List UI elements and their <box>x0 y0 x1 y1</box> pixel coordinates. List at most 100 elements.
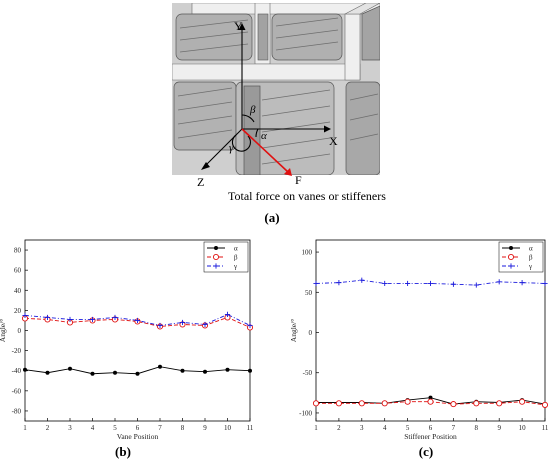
x-tick-label: 11 <box>542 424 549 432</box>
x-axis-title: Stiffener Position <box>404 432 457 441</box>
data-point <box>404 398 411 405</box>
upper-stiffener <box>257 13 269 61</box>
data-point <box>89 316 96 323</box>
data-point <box>359 277 365 283</box>
y-axis-title: Angle/° <box>289 319 298 342</box>
data-point <box>473 282 479 288</box>
data-point <box>382 280 388 287</box>
x-tick-label: 1 <box>23 424 27 432</box>
y-tick-label: 60 <box>14 267 22 275</box>
y-tick-label: -40 <box>12 367 22 375</box>
x-tick-label: 5 <box>406 424 410 432</box>
axis-label-y: Y <box>234 19 243 33</box>
x-tick-label: 7 <box>452 424 456 432</box>
x-tick-label: 2 <box>46 424 50 432</box>
y-tick-label: 0 <box>18 327 22 335</box>
legend-entry: α <box>529 245 533 253</box>
data-point <box>428 395 433 400</box>
legend-entry: γ <box>233 263 237 271</box>
legend-marker <box>212 253 220 261</box>
data-point <box>158 364 162 369</box>
x-tick-label: 7 <box>158 424 162 432</box>
coordinate-axes <box>201 23 331 170</box>
x-tick-label: 8 <box>475 424 479 432</box>
data-point <box>427 398 434 405</box>
y-tick-label: 40 <box>14 287 22 295</box>
legend-marker <box>213 263 219 269</box>
data-point <box>336 280 342 286</box>
data-point <box>496 400 503 407</box>
data-point <box>134 317 141 324</box>
data-point <box>358 400 365 407</box>
vane-ridges <box>177 17 379 165</box>
data-point <box>541 401 549 408</box>
data-point <box>519 280 525 286</box>
x-tick-label: 4 <box>91 424 95 432</box>
y-tick-label: -60 <box>12 387 22 395</box>
axis-label-z: Z <box>197 175 204 189</box>
z-axis-arrowhead <box>201 162 210 170</box>
series-line-1 <box>24 316 251 328</box>
data-point <box>224 311 231 318</box>
data-point <box>112 314 118 321</box>
data-point <box>248 368 252 373</box>
y-axis-title: Angle/° <box>0 319 7 342</box>
legend-marker <box>509 246 513 250</box>
data-point <box>67 316 73 323</box>
series-line-2 <box>24 313 251 326</box>
y-axis-arrowhead <box>238 23 246 30</box>
force-arrowhead <box>284 168 292 176</box>
x-tick-label: 5 <box>113 424 117 432</box>
panel-b-label: (b) <box>115 444 131 459</box>
axis-label-f: F <box>295 173 302 187</box>
data-point <box>381 400 388 407</box>
panel-a-label: (a) <box>264 210 279 225</box>
data-point <box>450 281 456 287</box>
axis-label-x: X <box>329 134 338 148</box>
data-point <box>22 312 28 319</box>
block-upper-right <box>361 5 380 61</box>
data-point <box>427 280 434 287</box>
data-point <box>225 367 230 372</box>
data-point <box>113 370 117 375</box>
force-vector <box>241 128 289 173</box>
x-tick-label: 2 <box>337 424 341 432</box>
x-tick-label: 6 <box>136 424 140 432</box>
x-tick-label: 1 <box>314 424 318 432</box>
legend-entry: β <box>234 254 238 262</box>
y-tick-label: -50 <box>303 369 313 377</box>
data-point <box>473 400 480 407</box>
angle-label-gamma: γ <box>229 142 234 154</box>
data-point <box>180 368 185 373</box>
y-tick-label: 20 <box>14 307 22 315</box>
data-point <box>90 371 95 376</box>
data-point <box>45 370 50 375</box>
y-tick-label: 100 <box>302 249 313 257</box>
data-point <box>157 322 163 329</box>
legend-entry: α <box>234 245 238 253</box>
data-point <box>202 321 208 328</box>
legend-entry: β <box>529 254 533 262</box>
alpha-arc <box>255 128 259 138</box>
data-point <box>335 400 342 407</box>
panel-a-illustration: X Y Z F β α γ Total force on vanes or st… <box>172 3 386 225</box>
chart-b-vane-angles: -80 -60 -40 -20 0 20 40 60 80 1 2 3 4 5 6 7 8 9 10 11 Vane P… <box>0 239 254 441</box>
frame-top-bar <box>191 3 380 15</box>
data-point <box>496 279 502 285</box>
y-tick-label: -80 <box>12 407 22 415</box>
x-tick-label: 3 <box>360 424 364 432</box>
force-caption: Total force on vanes or stiffeners <box>228 189 386 203</box>
block-lower-right <box>345 81 380 175</box>
angle-label-alpha: α <box>261 130 267 142</box>
x-tick-label: 4 <box>383 424 387 432</box>
beta-arc <box>241 114 255 123</box>
data-point <box>313 280 319 287</box>
y-tick-label: 80 <box>14 247 22 255</box>
block-upper-left <box>175 13 253 61</box>
y-tick-label: -100 <box>299 409 312 417</box>
data-point <box>203 369 207 374</box>
x-tick-label: 8 <box>181 424 185 432</box>
gamma-arc <box>231 134 251 152</box>
data-point <box>312 400 320 407</box>
